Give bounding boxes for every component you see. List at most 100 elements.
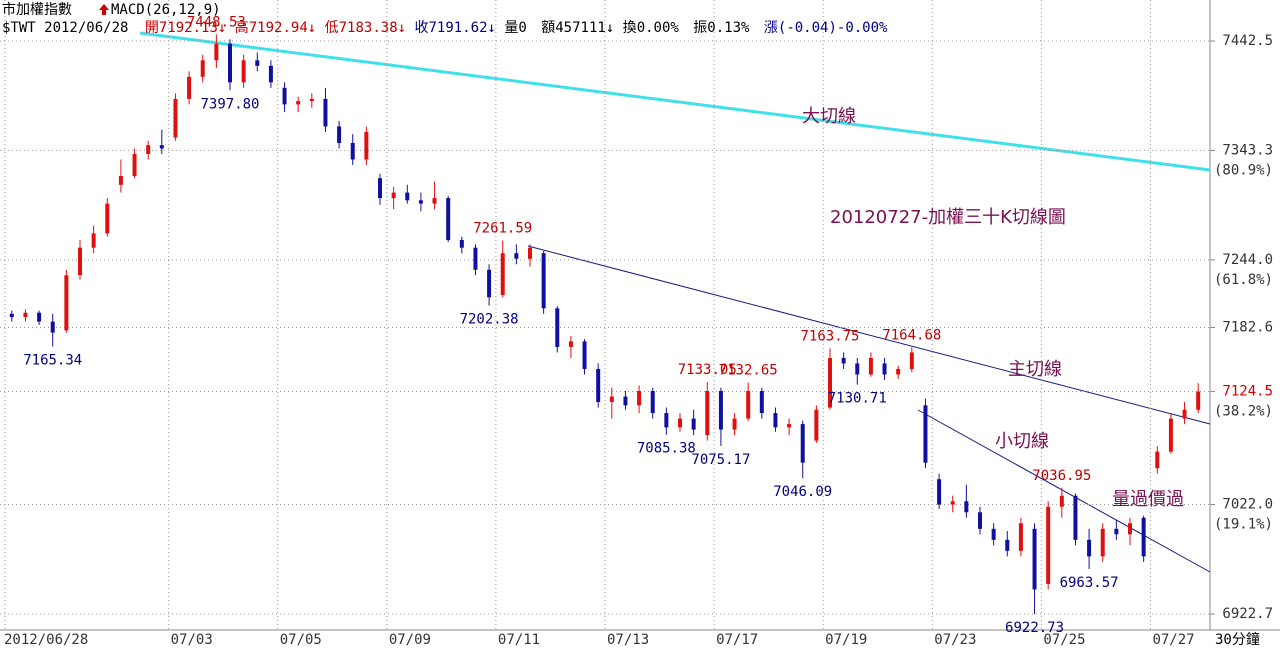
candle-body [759, 391, 764, 414]
candle-body [1005, 539, 1010, 551]
x-tick-label: 07/27 [1152, 632, 1194, 648]
candle-body [187, 76, 192, 99]
candle-body [78, 247, 82, 276]
candle-body [1168, 418, 1173, 452]
candle-body [541, 253, 546, 309]
candle-body [1059, 495, 1064, 507]
candle-body [528, 247, 532, 259]
candle-body [1046, 506, 1051, 584]
candle-body [364, 131, 369, 160]
amplitude: 振0.13% [693, 20, 750, 36]
x-tick-label: 07/25 [1043, 632, 1085, 648]
x-tick-label: 2012/06/28 [4, 632, 88, 648]
candle-body [800, 424, 805, 463]
candle-body [841, 357, 846, 364]
candle-body [787, 424, 792, 428]
candle-body [214, 43, 219, 61]
candle-body [1155, 451, 1160, 469]
candle-body [446, 198, 451, 240]
candle-body [773, 413, 778, 428]
price-label: 7036.95 [1032, 468, 1091, 484]
candle-body [568, 341, 573, 347]
x-tick-label: 07/09 [389, 632, 431, 648]
price-label: 7165.34 [23, 353, 82, 369]
candle-body [296, 101, 301, 105]
annotation: 大切線 [802, 106, 856, 127]
price-label: 7130.71 [828, 391, 887, 407]
candle-body [882, 363, 887, 375]
candle-body [950, 501, 955, 505]
candle-body [228, 43, 232, 83]
candle-body [732, 418, 737, 430]
y-tick-label: 7022.0 [1222, 497, 1273, 513]
high: 高7192.94↓ [235, 19, 316, 36]
annotation: 小切線 [995, 431, 1049, 452]
x-tick-label: 07/03 [171, 632, 213, 648]
candle-body [309, 98, 314, 102]
price-label: 7163.75 [800, 328, 859, 344]
y-tick-label: 7244.0 [1222, 252, 1273, 268]
price-label: 7261.59 [473, 220, 532, 236]
big-trend-line [139, 31, 1211, 172]
candle-body [459, 239, 464, 248]
candle-body [118, 176, 123, 185]
candle-body [1018, 523, 1023, 551]
candle-body [350, 142, 355, 160]
price-label: 6922.73 [1005, 620, 1064, 636]
y-tick-label: 7182.6 [1222, 320, 1273, 336]
candle-body [132, 154, 137, 177]
candle-body [705, 391, 710, 436]
candle-body [418, 200, 423, 204]
low: 低7183.38↓ [325, 20, 406, 36]
x-tick-label: 07/05 [280, 632, 322, 648]
candle-body [105, 203, 110, 234]
x-tick-label: 07/11 [498, 632, 540, 648]
candle-body [159, 145, 164, 149]
amount: 額457111↓ [541, 20, 614, 36]
y-tick-label: 7124.5 [1222, 384, 1273, 400]
candle-body [964, 501, 969, 513]
header-title: 市加權指數 [2, 1, 72, 18]
candle-body [650, 391, 655, 414]
interval-label: 30分鐘 [1215, 631, 1260, 648]
candle-body [609, 396, 614, 403]
candle-body [255, 60, 260, 66]
volume: 量0 [504, 20, 526, 36]
candle-body [896, 368, 901, 375]
candle-body [623, 396, 628, 406]
price-label: 7132.65 [719, 363, 778, 379]
candle-body [555, 308, 560, 347]
y-tick-label: 6922.7 [1222, 606, 1273, 622]
x-tick-label: 07/23 [934, 632, 976, 648]
x-tick-label: 07/17 [716, 632, 758, 648]
close: 收7191.62↓ [415, 20, 496, 36]
price-label: 7046.09 [773, 484, 832, 500]
annotation: 20120727-加權三十K切線圖 [830, 207, 1066, 228]
candle-body [855, 363, 860, 375]
open: 開7192.13↓ [145, 20, 226, 36]
candle-body [828, 357, 832, 408]
price-label: 7133.05 [678, 362, 737, 378]
annotation: 主切線 [1008, 359, 1062, 380]
annotation: 量過價過 [1112, 489, 1184, 510]
candle-body [1141, 517, 1146, 557]
candle-body [514, 253, 519, 259]
candle-body [678, 418, 682, 428]
candle-body [1128, 523, 1132, 535]
candle-body [937, 479, 942, 505]
candle-body [9, 313, 14, 318]
candle-body [909, 352, 914, 369]
candle-body [978, 512, 982, 529]
candle-body [64, 275, 69, 331]
indicator-arrow [99, 4, 109, 15]
candle-body [1032, 528, 1037, 590]
fib-label: (19.1%) [1214, 517, 1273, 533]
quote-line: $TWT 2012/06/28 開7192.13↓ 高7192.94↓ 低718… [2, 19, 888, 36]
small-trend-line [917, 409, 1211, 573]
candle-body [718, 391, 723, 430]
price-label: 7075.17 [691, 452, 750, 468]
candle-body [268, 65, 273, 83]
main-trend-line [527, 245, 1211, 425]
